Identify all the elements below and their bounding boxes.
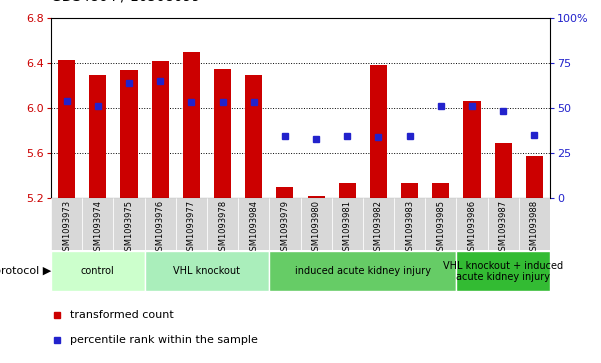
Text: protocol ▶: protocol ▶	[0, 266, 51, 276]
Text: induced acute kidney injury: induced acute kidney injury	[295, 266, 431, 276]
Text: control: control	[81, 266, 115, 276]
Bar	[120, 70, 138, 198]
Text: GSM1093977: GSM1093977	[187, 200, 196, 256]
Bar	[363, 198, 394, 250]
Bar	[269, 198, 300, 250]
Text: VHL knockout + induced
acute kidney injury: VHL knockout + induced acute kidney inju…	[443, 261, 563, 282]
Bar	[214, 69, 231, 198]
Text: GSM1093985: GSM1093985	[436, 200, 445, 256]
Text: GSM1093980: GSM1093980	[311, 200, 320, 256]
Bar	[401, 183, 418, 198]
Text: GSM1093983: GSM1093983	[405, 200, 414, 256]
Bar	[269, 251, 456, 291]
Text: GSM1093988: GSM1093988	[530, 200, 539, 256]
Bar	[238, 198, 269, 250]
Bar	[339, 183, 356, 198]
Bar	[519, 198, 550, 250]
Text: GSM1093984: GSM1093984	[249, 200, 258, 256]
Bar	[394, 198, 426, 250]
Bar	[495, 143, 511, 198]
Bar	[151, 61, 169, 198]
Text: transformed count: transformed count	[70, 310, 174, 320]
Bar	[276, 187, 293, 198]
Text: GSM1093987: GSM1093987	[499, 200, 508, 256]
Bar	[370, 65, 387, 198]
Text: GDS4864 / 10508099: GDS4864 / 10508099	[51, 0, 201, 4]
Bar	[426, 198, 456, 250]
Text: percentile rank within the sample: percentile rank within the sample	[70, 335, 258, 345]
Bar	[58, 60, 75, 198]
Bar	[183, 52, 200, 198]
Text: GSM1093974: GSM1093974	[93, 200, 102, 256]
Bar	[487, 198, 519, 250]
Bar	[245, 76, 262, 198]
Bar	[207, 198, 238, 250]
Bar	[145, 198, 176, 250]
Bar	[456, 251, 550, 291]
Bar	[332, 198, 363, 250]
Text: VHL knockout: VHL knockout	[174, 266, 240, 276]
Bar	[51, 198, 82, 250]
Bar	[145, 251, 269, 291]
Bar	[114, 198, 145, 250]
Text: GSM1093976: GSM1093976	[156, 200, 165, 256]
Bar	[90, 76, 106, 198]
Text: GSM1093973: GSM1093973	[62, 200, 71, 256]
Bar	[82, 198, 114, 250]
Bar	[456, 198, 487, 250]
Text: GSM1093975: GSM1093975	[124, 200, 133, 256]
Text: GSM1093982: GSM1093982	[374, 200, 383, 256]
Text: GSM1093979: GSM1093979	[281, 200, 290, 256]
Bar	[432, 183, 450, 198]
Bar	[308, 196, 325, 198]
Text: GSM1093981: GSM1093981	[343, 200, 352, 256]
Bar	[300, 198, 332, 250]
Bar	[526, 156, 543, 198]
Bar	[463, 101, 481, 198]
Text: GSM1093978: GSM1093978	[218, 200, 227, 256]
Text: GSM1093986: GSM1093986	[468, 200, 477, 256]
Bar	[51, 251, 145, 291]
Bar	[176, 198, 207, 250]
